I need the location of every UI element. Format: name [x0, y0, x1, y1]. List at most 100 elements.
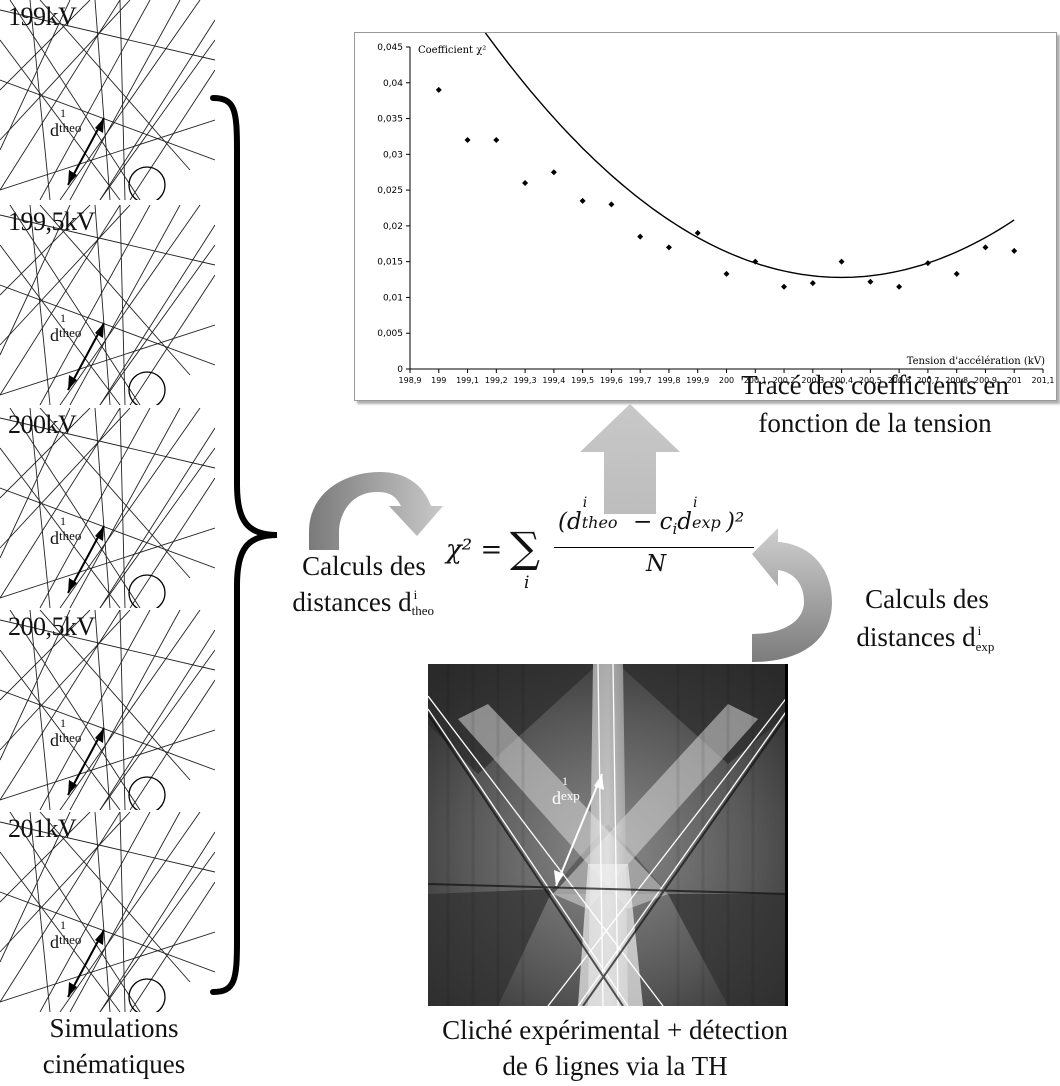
kikuchi-line — [9, 0, 141, 200]
kikuchi-line — [99, 427, 215, 608]
fraction-bar — [554, 547, 754, 548]
kikuchi-line — [9, 408, 141, 608]
data-point — [924, 260, 931, 267]
simulation-panel: 199kV d 1 theo — [0, 0, 215, 200]
kikuchi-pattern-svg — [428, 664, 788, 1006]
simulation-panel: 199,5kV d 1 theo — [0, 205, 215, 405]
x-axis-label: Tension d'accélération (kV) — [907, 356, 1045, 367]
y-tick-label: 0,02 — [383, 222, 403, 232]
data-point — [493, 137, 500, 144]
d-theo-base: d — [50, 528, 59, 548]
voltage-label: 201kV — [8, 814, 77, 843]
x-tick-label: 199,4 — [542, 376, 565, 385]
kikuchi-line — [69, 205, 181, 405]
kikuchi-line — [0, 851, 121, 1012]
x-tick-label: 200,2 — [773, 376, 796, 385]
kikuchi-line — [99, 629, 215, 810]
d-theo-sup: 1 — [60, 106, 66, 120]
kikuchi-line — [0, 244, 121, 405]
num-d2: d — [677, 509, 693, 535]
simulations-caption-line1: Simulations — [49, 1013, 179, 1043]
data-point — [809, 280, 816, 287]
arrow-head — [68, 170, 77, 185]
formula-denominator: N — [646, 551, 667, 577]
x-tick-label: 200,4 — [830, 376, 853, 385]
kikuchi-line — [0, 610, 131, 751]
x-tick-label: 200,5 — [859, 376, 882, 385]
x-tick-label: 198,9 — [399, 376, 422, 385]
kikuchi-line — [119, 610, 126, 810]
y-tick-label: 0 — [397, 365, 403, 375]
reference-circle — [128, 166, 166, 200]
data-point — [665, 244, 672, 251]
x-tick-label: 200,6 — [888, 376, 911, 385]
kikuchi-line — [0, 205, 71, 356]
kikuchi-line — [0, 408, 91, 499]
y-tick-label: 0,01 — [383, 293, 403, 303]
d-theo-sup: 1 — [60, 918, 66, 932]
x-tick-label: 200,9 — [974, 376, 997, 385]
kikuchi-line — [99, 224, 215, 405]
kikuchi-line — [129, 881, 215, 1012]
d-exp-base: d — [552, 788, 561, 808]
data-point — [435, 86, 442, 93]
formula-sum-index: i — [524, 573, 530, 593]
kikuchi-line — [9, 812, 141, 1012]
kikuchi-line — [99, 851, 215, 1012]
data-point — [522, 179, 529, 186]
data-point — [896, 283, 903, 290]
x-tick-label: 200 — [719, 376, 734, 385]
kikuchi-line — [0, 214, 215, 266]
kikuchi-line — [39, 205, 151, 405]
kikuchi-line — [99, 447, 215, 608]
kikuchi-line — [129, 679, 215, 810]
kikuchi-line — [59, 0, 201, 200]
kikuchi-line — [0, 447, 121, 608]
trend-curve — [461, 0, 1015, 279]
reference-circle — [128, 371, 166, 405]
y-tick-label: 0,04 — [383, 79, 403, 89]
kikuchi-line — [129, 274, 215, 405]
kikuchi-line — [0, 39, 121, 200]
d-theo-base: d — [50, 325, 59, 345]
kikuchi-line — [39, 610, 151, 810]
arrow-head — [68, 375, 77, 390]
kikuchi-line — [59, 408, 201, 608]
d-theo-base: d — [50, 120, 59, 140]
data-point — [752, 258, 759, 265]
kikuchi-line — [59, 205, 201, 405]
calc-exp-note: Calculs des distances d i exp — [832, 580, 1022, 656]
x-tick-label: 200,8 — [945, 376, 968, 385]
simulation-lines — [0, 408, 215, 608]
data-point — [608, 201, 615, 208]
kikuchi-line — [29, 610, 51, 810]
d-theo-sub: theo — [59, 528, 82, 543]
x-tick-label: 200,1 — [744, 376, 767, 385]
d-exp-sup: 1 — [562, 774, 568, 788]
kikuchi-line — [0, 408, 131, 549]
x-tick-label: 199,3 — [514, 376, 537, 385]
voltage-label: 200,5kV — [8, 612, 95, 641]
kikuchi-line — [94, 610, 111, 810]
d-theo-sub: theo — [59, 120, 82, 135]
x-tick-label: 199,6 — [600, 376, 623, 385]
calc-exp-line1: Calculs des — [865, 584, 989, 614]
calc-exp-sub: exp — [975, 639, 995, 654]
calc-theo-line2: distances d i theo — [274, 584, 454, 620]
kikuchi-line — [119, 812, 126, 1012]
kikuchi-line — [0, 689, 215, 771]
kikuchi-line — [0, 812, 91, 903]
x-tick-label: 201 — [1007, 376, 1022, 385]
simulation-panel: 200,5kV d 1 theo — [0, 610, 215, 810]
kikuchi-line — [59, 812, 201, 1012]
trace-note-line2: fonction de la tension — [758, 408, 992, 438]
kikuchi-line — [69, 812, 181, 1012]
curved-arrow-theo — [309, 472, 443, 550]
arrow-head — [68, 780, 77, 795]
arrow-head — [68, 578, 77, 593]
simulation-lines — [0, 812, 215, 1012]
data-point — [723, 270, 730, 277]
kikuchi-line — [0, 0, 131, 141]
simulations-caption: Simulations cinématiques — [0, 1010, 228, 1082]
kikuchi-line — [94, 0, 111, 200]
